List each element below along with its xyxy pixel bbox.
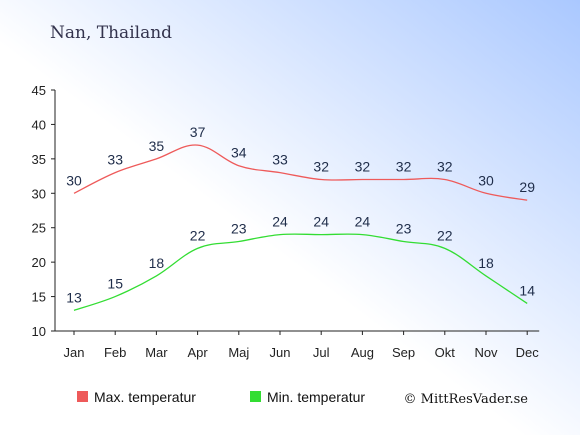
max-temperature-label: 32 [396, 159, 412, 175]
max-temperature-label: 30 [66, 172, 82, 188]
x-tick-label: Apr [187, 345, 208, 360]
y-tick-label: 15 [32, 290, 46, 305]
y-tick-label: 40 [32, 117, 46, 132]
x-tick-label: Nov [474, 345, 498, 360]
y-tick-label: 10 [32, 324, 46, 339]
min-temperature-line [73, 233, 528, 311]
min-temperature-label: 18 [478, 255, 494, 271]
credit-text: © MittResVader.se [404, 392, 529, 407]
legend-swatch-max [77, 391, 88, 402]
axes: 10 15 20 25 30 35 40 45 Jan Feb Mar Apr Maj Jun Jul Aug… [32, 83, 540, 360]
max-temperature-line [73, 144, 528, 201]
x-tick-label: Okt [435, 345, 456, 360]
max-temperature-label: 35 [149, 138, 165, 154]
min-temperature-label: 23 [231, 220, 247, 236]
min-temperature-label: 22 [190, 227, 206, 243]
x-tick-label: Mar [145, 345, 168, 360]
max-temperature-label: 29 [519, 179, 535, 195]
min-temperature-label: 23 [396, 220, 412, 236]
x-tick-label: Feb [104, 345, 126, 360]
x-tick-label: Aug [351, 345, 374, 360]
min-temperature-label: 22 [437, 227, 453, 243]
min-temperature-label: 24 [313, 214, 329, 230]
min-temperature-label: 18 [149, 255, 165, 271]
y-tick-label: 30 [32, 186, 46, 201]
chart-title: Nan, Thailand [50, 23, 172, 43]
legend: Max. temperatur Min. temperatur [77, 389, 365, 405]
data-labels: 30 33 35 37 34 33 32 32 32 32 30 29 13 15 18 22 23 24 24 24… [66, 124, 535, 305]
x-tick-label: Sep [392, 345, 415, 360]
min-temperature-label: 14 [519, 282, 535, 298]
y-tick-label: 45 [32, 83, 46, 98]
x-tick-label: Maj [228, 345, 249, 360]
min-temperature-label: 24 [272, 214, 288, 230]
x-tick-label: Jul [313, 345, 330, 360]
y-tick-label: 35 [32, 152, 46, 167]
min-temperature-label: 24 [355, 214, 371, 230]
x-tick-label: Jun [270, 345, 291, 360]
legend-swatch-min [250, 391, 261, 402]
max-temperature-label: 32 [437, 159, 453, 175]
min-temperature-label: 15 [107, 276, 123, 292]
y-tick-label: 20 [32, 255, 46, 270]
max-temperature-label: 37 [190, 124, 206, 140]
y-tick-label: 25 [32, 221, 46, 236]
max-temperature-label: 33 [107, 152, 123, 168]
min-temperature-label: 13 [66, 289, 82, 305]
legend-label-max: Max. temperatur [94, 389, 196, 405]
x-tick-label: Dec [516, 345, 540, 360]
legend-label-min: Min. temperatur [267, 389, 365, 405]
max-temperature-label: 32 [313, 159, 329, 175]
series-lines [73, 144, 528, 311]
max-temperature-label: 33 [272, 152, 288, 168]
max-temperature-label: 32 [355, 159, 371, 175]
max-temperature-label: 30 [478, 172, 494, 188]
max-temperature-label: 34 [231, 145, 247, 161]
x-tick-label: Jan [64, 345, 85, 360]
